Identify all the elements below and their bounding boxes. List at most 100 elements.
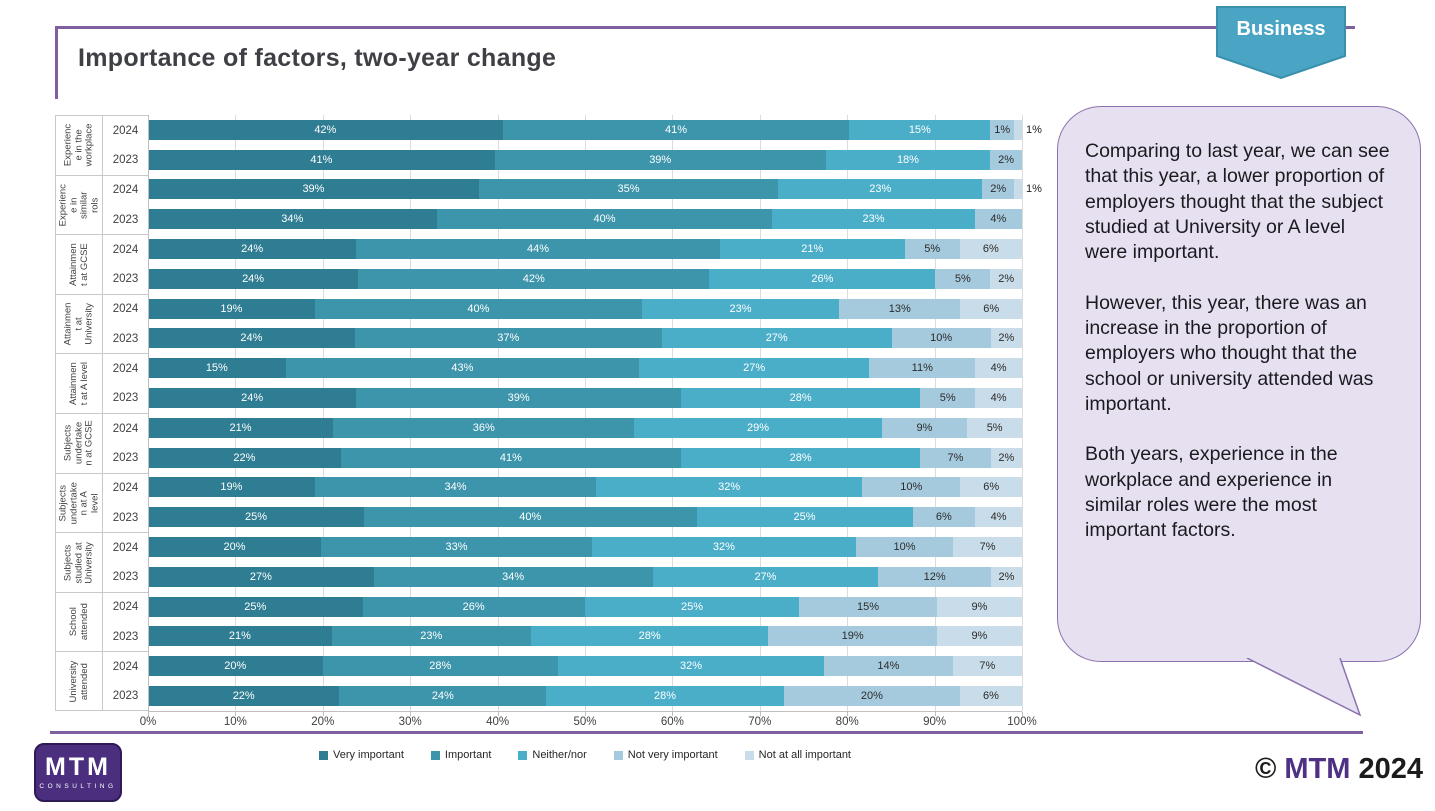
gridline [847, 115, 849, 711]
bar-row: 25% 40% 25% 6% 4% [148, 502, 1023, 532]
category-label-line: Attainmen [67, 243, 79, 286]
year-label: 2024 [112, 124, 139, 137]
bar-segment-label: 15% [908, 123, 931, 136]
bar-segment-label: 5% [939, 392, 956, 405]
bar-segment-label: 6% [983, 690, 999, 703]
bar-row: 39% 35% 23% 2% 1% [148, 175, 1042, 205]
stacked-bar: 20% 33% 32% 10% 7% [148, 537, 1022, 558]
bar-row: 19% 34% 32% 10% 6% [148, 473, 1022, 503]
category-label-line: Experienc [56, 183, 68, 227]
legend-swatch [430, 750, 440, 760]
bar-segment-label: 26% [462, 600, 485, 613]
x-axis-line [148, 711, 1022, 712]
bottom-accent-line [50, 731, 1363, 734]
category-label-line: Experienc [62, 124, 74, 167]
gridline [672, 115, 674, 711]
bar-segment: 24% [148, 268, 359, 289]
year-column: 2024 2023 [103, 353, 148, 413]
bar-segment-label: 21% [801, 243, 824, 256]
gridline [410, 115, 412, 711]
bar-segment-label: 28% [789, 451, 812, 464]
category-label: Attainmen t at GCSE [67, 236, 89, 293]
bar-segment: 39% [356, 388, 681, 409]
category-label: University attended [67, 653, 89, 710]
category-label-line: School [67, 607, 79, 637]
bar-row: 20% 33% 32% 10% 7% [148, 532, 1022, 562]
legend-label: Not at all important [758, 749, 851, 761]
bar-segment-label: 27% [249, 570, 272, 583]
bar-segment: 34% [373, 566, 653, 587]
bars-column: 20% 33% 32% 10% 7% 27% 34% 27% 12% 2% [148, 532, 1022, 592]
bar-segment: 27% [652, 566, 879, 587]
category-label-cell: Attainmen t at University [55, 293, 103, 354]
stacked-bar: 41% 39% 18% 2% [148, 149, 1022, 170]
legend-item: Not very important [613, 749, 718, 761]
legend-label: Neither/nor [532, 749, 587, 761]
bar-segment: 24% [148, 239, 357, 260]
x-tick-label: 80% [835, 716, 859, 728]
legend-swatch [744, 750, 754, 760]
category-label-cell: Subjects studied at University [55, 532, 103, 592]
x-tick-mark [585, 712, 586, 716]
bar-segment: 28% [681, 447, 921, 468]
bar-segment-label: 4% [990, 511, 1007, 524]
chart-gridlines [148, 115, 1023, 711]
stacked-bar: 19% 34% 32% 10% 6% [148, 477, 1022, 498]
bar-segment-label: 44% [527, 243, 550, 256]
bar-segment-label: 23% [420, 630, 443, 643]
bar-segment-label: 23% [869, 183, 892, 196]
bar-segment: 25% [148, 596, 363, 617]
category-label-line: attended [78, 662, 89, 700]
bar-segment: 4% [974, 209, 1022, 230]
bar-segment-label: 5% [924, 243, 941, 256]
bar-segment: 2% [990, 149, 1022, 170]
bar-segment-label: 23% [862, 213, 885, 226]
speech-bubble-tail [1246, 658, 1362, 717]
category-label: Experienc e in similar rols [56, 176, 101, 233]
x-tick-label: 0% [139, 716, 157, 728]
category-group: Subjects studied at University 2024 2023 20% 3… [55, 532, 1022, 592]
x-tick-label: 70% [748, 716, 772, 728]
category-group: University attended 2024 2023 20% 28% 32% 14% 7%… [55, 651, 1023, 711]
year-label: 2024 [112, 482, 139, 495]
bar-row: 27% 34% 27% 12% 2% [148, 562, 1022, 592]
bar-segment: 23% [641, 298, 840, 319]
x-tick-mark [148, 712, 149, 716]
bar-segment: 32% [596, 477, 863, 498]
bars-column: 39% 35% 23% 2% 1% 34% 40% 23% 4% [148, 175, 1042, 235]
bar-segment: 11% [869, 358, 976, 379]
category-label-line: t at A level [78, 362, 89, 406]
gridline [934, 115, 936, 711]
bar-segment: 10% [862, 477, 961, 498]
bar-segment-label: 6% [983, 481, 1000, 494]
legend-item: Very important [318, 749, 404, 761]
bar-segment: 32% [592, 537, 856, 558]
bar-segment-label: 33% [445, 541, 468, 554]
x-tick-mark [934, 712, 936, 716]
gridline [585, 115, 586, 711]
category-label-line: undertake [67, 481, 79, 524]
stacked-bar: 42% 41% 15% 1% [148, 119, 1022, 140]
bar-row: 41% 39% 18% 2% [148, 145, 1022, 175]
bar-segment-label: 35% [617, 183, 640, 196]
bar-segment-label: 22% [233, 451, 256, 464]
stacked-bar: 24% 42% 26% 5% 2% [148, 268, 1022, 289]
page-title: Importance of factors, two-year change [78, 44, 557, 72]
bar-segment-label: 10% [893, 541, 916, 554]
year-column: 2024 2023 [103, 115, 148, 175]
bar-segment-label: 6% [983, 302, 1000, 315]
year-label: 2024 [112, 601, 139, 614]
bar-segment-label: 29% [746, 421, 769, 434]
bar-segment: 25% [148, 507, 365, 528]
bar-segment: 26% [362, 596, 585, 617]
bar-segment-label: 7% [947, 451, 964, 464]
category-label: Attainmen t at University [62, 296, 95, 353]
category-label-line: Attainmen [67, 362, 79, 406]
bar-row: 42% 41% 15% 1% 1% [148, 115, 1042, 145]
bar-segment-label: 27% [765, 332, 788, 345]
bar-segment-label: 43% [451, 362, 474, 375]
bar-segment: 1% [990, 119, 1015, 140]
bar-segment: 39% [148, 179, 479, 200]
bar-segment: 22% [148, 447, 341, 468]
